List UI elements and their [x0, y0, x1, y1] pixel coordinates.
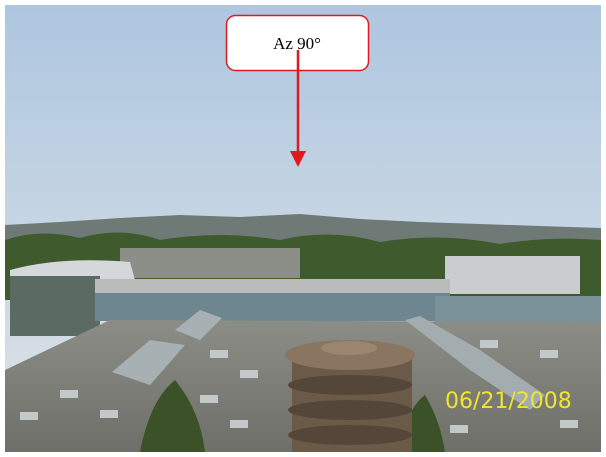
photo-frame: 06/21/2008 Az 90°	[0, 0, 606, 457]
building	[445, 256, 580, 294]
building	[10, 276, 100, 336]
date-stamp: 06/21/2008	[445, 389, 572, 414]
building-facade	[95, 293, 450, 321]
tower	[285, 340, 415, 452]
building	[120, 248, 300, 278]
photo: 06/21/2008	[5, 5, 601, 452]
building-facade	[435, 296, 601, 324]
building-roof	[95, 279, 450, 293]
